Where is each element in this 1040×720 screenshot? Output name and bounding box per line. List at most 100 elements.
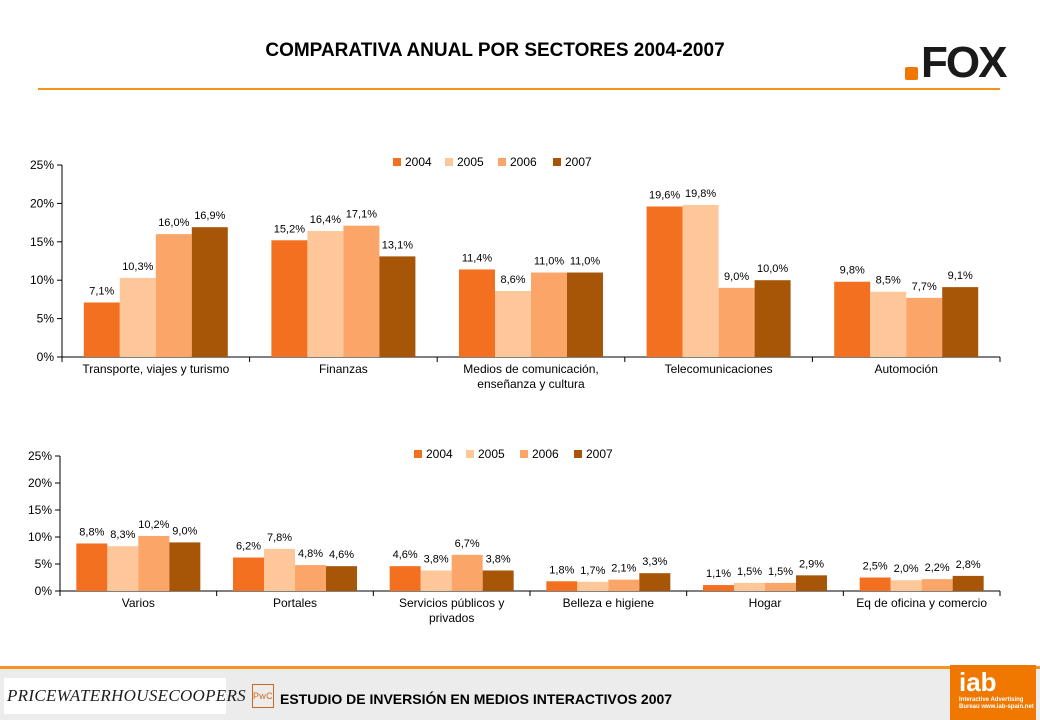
data-label: 19,6%	[649, 189, 680, 201]
legend-label: 2004	[426, 447, 453, 461]
data-label: 3,8%	[424, 553, 449, 565]
data-label: 11,0%	[570, 256, 601, 268]
bar	[264, 548, 295, 591]
data-label: 2,9%	[799, 558, 824, 570]
bar	[83, 302, 120, 357]
legend-swatch	[520, 450, 528, 458]
bar	[703, 585, 734, 591]
data-label: 7,8%	[267, 532, 292, 544]
legend-swatch	[574, 450, 582, 458]
data-label: 4,6%	[393, 549, 418, 561]
chart-sectors-main: 0% 5% 10% 15% 20% 25% 7,1% 10,3% 16,0% 16,9% Trans…	[30, 155, 1001, 391]
bar	[682, 204, 719, 357]
legend-swatch	[553, 158, 561, 166]
category-label: Portales	[273, 596, 317, 610]
category-label: Eq de oficina y comercio	[856, 596, 987, 610]
data-label: 9,8%	[840, 265, 865, 277]
legend-label: 2006	[532, 447, 559, 461]
bar	[734, 582, 765, 591]
data-label: 2,5%	[863, 561, 888, 573]
bar	[107, 546, 139, 591]
bar	[169, 542, 201, 591]
data-label: 8,6%	[500, 274, 525, 286]
pwc-logo: PRICEWATERHOUSECOOPERS PwC	[4, 678, 274, 714]
data-label: 16,4%	[310, 214, 341, 226]
data-label: 1,1%	[706, 568, 731, 580]
bar	[546, 581, 578, 591]
bar	[233, 557, 264, 591]
bar	[271, 240, 308, 357]
data-label: 15,2%	[274, 223, 305, 235]
data-label: 2,0%	[894, 563, 919, 575]
data-label: 2,1%	[611, 563, 636, 575]
data-label: 10,3%	[122, 261, 153, 273]
footer-divider	[0, 666, 1040, 669]
data-label: 17,1%	[346, 209, 377, 221]
iab-tagline-line-2: Bureau www.iab-spain.net	[959, 704, 1034, 710]
bar	[765, 582, 796, 591]
fox-logo: FOX	[905, 38, 1007, 87]
legend-label: 2005	[478, 447, 505, 461]
bar	[639, 573, 671, 591]
bar	[796, 575, 827, 591]
data-label: 2,8%	[956, 559, 981, 571]
chart-sectors-other: 0% 5% 10% 15% 20% 25% 8,8% 8,3%10,2%9,0% Varios 6…	[28, 447, 1001, 625]
fox-logo-dot-icon	[905, 66, 918, 80]
data-label: 11,4%	[462, 252, 493, 264]
bar	[646, 206, 683, 357]
category-label: Belleza e higiene	[563, 596, 655, 610]
category-label: Hogar	[749, 596, 782, 610]
legend-label: 2004	[405, 155, 432, 169]
data-label: 1,5%	[737, 566, 762, 578]
bar	[921, 579, 953, 591]
data-label: 8,8%	[79, 526, 104, 538]
data-label: 3,3%	[642, 556, 667, 568]
data-label: 2,2%	[925, 562, 950, 574]
data-label: 1,8%	[549, 564, 574, 576]
y-tick-label: 20%	[28, 476, 52, 490]
bar	[420, 570, 452, 591]
bar	[326, 566, 357, 591]
y-tick-label: 25%	[28, 449, 52, 463]
data-label: 16,0%	[158, 217, 189, 229]
data-label: 9,1%	[948, 270, 973, 282]
legend-swatch	[445, 158, 453, 166]
y-tick-label: 5%	[35, 557, 53, 571]
data-label: 10,0%	[757, 263, 788, 275]
iab-logo-tagline: Interactive Advertising Bureau www.iab-s…	[959, 697, 1034, 711]
category-label: Telecomunicaciones	[665, 362, 773, 376]
bar	[577, 581, 609, 591]
y-tick-label: 5%	[37, 312, 55, 326]
iab-logo: iab Interactive Advertising Bureau www.i…	[950, 665, 1036, 720]
data-label: 8,5%	[876, 275, 901, 287]
bar	[718, 287, 755, 357]
footer-title: ESTUDIO DE INVERSIÓN EN MEDIOS INTERACTI…	[280, 691, 673, 707]
bar	[138, 535, 170, 591]
y-tick-label: 0%	[37, 350, 55, 364]
fox-logo-text: FOX	[921, 38, 1007, 87]
pwc-logo-text: PRICEWATERHOUSECOOPERS	[7, 686, 246, 705]
data-label: 10,2%	[138, 519, 169, 531]
y-tick-label: 10%	[30, 273, 54, 287]
bar	[482, 570, 514, 591]
bar	[451, 554, 483, 591]
data-label: 9,0%	[724, 271, 749, 283]
data-label: 7,1%	[89, 285, 114, 297]
y-tick-label: 15%	[30, 235, 54, 249]
data-label: 3,8%	[486, 553, 511, 565]
y-tick-label: 15%	[28, 503, 52, 517]
title-divider	[38, 88, 1000, 90]
category-label: enseñanza y cultura	[477, 377, 585, 391]
category-label: Servicios públicos y	[399, 596, 504, 610]
legend-label: 2005	[457, 155, 484, 169]
bar	[567, 272, 603, 357]
data-label: 16,9%	[194, 210, 225, 222]
pwc-seal-icon: PwC	[251, 684, 274, 708]
y-tick-label: 0%	[35, 584, 53, 598]
category-label: Varios	[122, 596, 155, 610]
bar	[890, 580, 922, 591]
bar	[295, 565, 326, 591]
data-label: 1,7%	[580, 565, 605, 577]
bar	[608, 579, 640, 591]
y-tick-label: 10%	[28, 530, 52, 544]
